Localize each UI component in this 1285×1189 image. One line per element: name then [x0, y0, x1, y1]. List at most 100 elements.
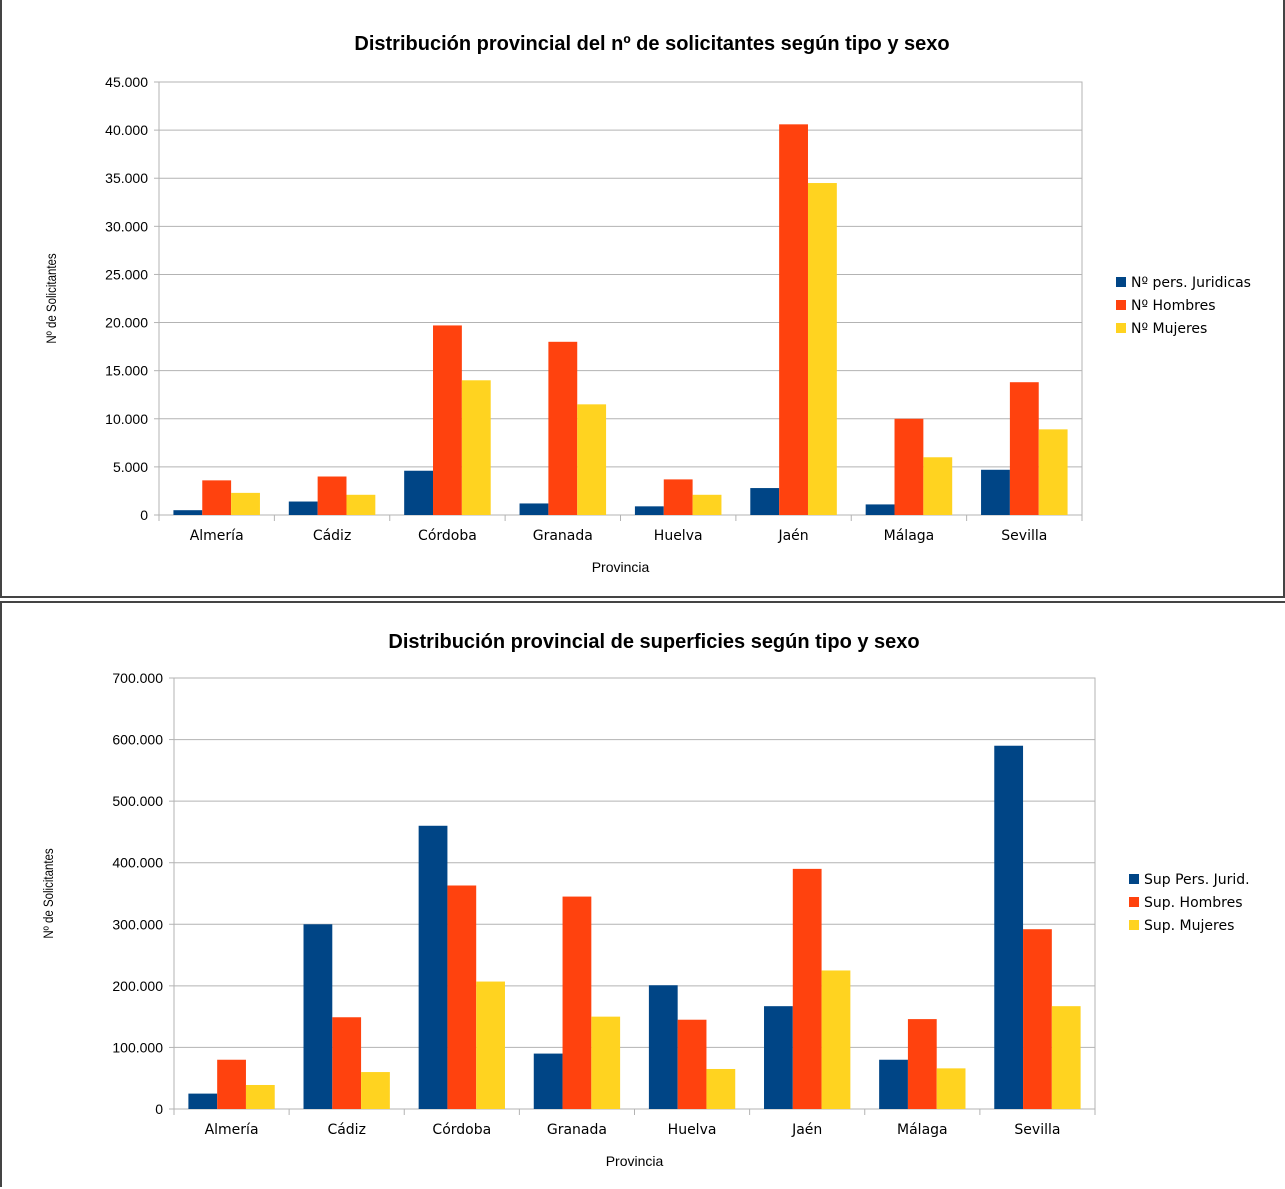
x-tick-label: Sevilla: [1001, 528, 1047, 544]
y-tick-label: 45.000: [105, 74, 148, 90]
x-tick-label: Almería: [190, 528, 244, 544]
bar: [577, 404, 607, 515]
bar: [418, 825, 448, 1109]
x-tick-label: Granada: [533, 528, 593, 544]
y-tick-label: 40.000: [105, 122, 148, 138]
bar: [303, 924, 333, 1109]
bar: [591, 1016, 621, 1109]
bar: [332, 1017, 362, 1109]
bar: [317, 476, 347, 515]
x-tick-label: Jaén: [777, 528, 808, 544]
y-tick-label: 0: [140, 507, 148, 523]
legend-swatch: [1129, 897, 1139, 907]
bar: [648, 985, 678, 1109]
y-tick-label: 10.000: [105, 411, 148, 427]
bar: [217, 1059, 246, 1109]
bar: [245, 1084, 275, 1109]
bar: [548, 341, 578, 515]
bar: [879, 1059, 908, 1109]
x-tick-label: Málaga: [897, 1122, 948, 1138]
x-tick-label: Granada: [547, 1122, 607, 1138]
bar: [907, 1019, 937, 1109]
y-axis-label: Nº de Solicitantes: [40, 848, 56, 938]
bar: [346, 494, 376, 515]
y-tick-label: 700.000: [112, 670, 163, 686]
bar: [361, 1072, 390, 1109]
x-tick-label: Huelva: [668, 1122, 717, 1138]
bar: [677, 1019, 707, 1109]
x-tick-label: Almería: [205, 1122, 259, 1138]
chart-superficies: Distribución provincial de superficies s…: [40, 631, 1250, 1169]
legend-swatch: [1129, 920, 1139, 930]
bar: [663, 479, 693, 515]
x-tick-label: Huelva: [654, 528, 703, 544]
bar: [936, 1068, 966, 1109]
bar: [865, 504, 895, 515]
bar: [894, 418, 924, 515]
legend-swatch: [1116, 323, 1126, 333]
y-tick-label: 30.000: [105, 218, 148, 234]
legend-label: Sup. Hombres: [1144, 895, 1243, 911]
bar: [1009, 382, 1039, 515]
x-tick-label: Cádiz: [313, 528, 351, 544]
legend-label: Nº pers. Juridicas: [1131, 275, 1251, 291]
y-tick-label: 100.000: [112, 1039, 163, 1055]
bar: [433, 325, 462, 515]
chart-panel-superficies: Distribución provincial de superficies s…: [0, 601, 1285, 1187]
x-tick-label: Córdoba: [418, 528, 477, 544]
x-tick-label: Cádiz: [327, 1122, 365, 1138]
y-tick-label: 5.000: [113, 459, 148, 475]
y-tick-label: 400.000: [112, 855, 163, 871]
y-axis-label: Nº de Solicitantes: [43, 253, 59, 343]
legend-label: Sup Pers. Jurid.: [1144, 872, 1250, 888]
x-axis-label: Provincia: [592, 559, 650, 575]
chart-panel-solicitantes: Distribución provincial del nº de solici…: [0, 0, 1285, 598]
bar: [173, 510, 203, 515]
bar: [981, 469, 1010, 515]
bar: [792, 868, 822, 1109]
y-tick-label: 35.000: [105, 170, 148, 186]
bar: [807, 183, 837, 516]
chart-solicitantes: Distribución provincial del nº de solici…: [43, 33, 1251, 575]
bar: [288, 501, 318, 515]
x-axis-label: Provincia: [606, 1153, 664, 1169]
bar: [1038, 429, 1068, 515]
legend-label: Sup. Mujeres: [1144, 918, 1234, 934]
y-tick-label: 300.000: [112, 916, 163, 932]
legend-swatch: [1116, 300, 1126, 310]
bar: [404, 470, 434, 515]
y-tick-label: 15.000: [105, 363, 148, 379]
bar: [447, 885, 477, 1109]
bar: [562, 896, 592, 1109]
bar: [994, 745, 1024, 1109]
y-tick-label: 0: [155, 1101, 163, 1117]
bar: [750, 488, 780, 515]
bar: [692, 494, 722, 515]
bar: [188, 1093, 218, 1109]
chart-title: Distribución provincial de superficies s…: [388, 631, 919, 653]
bar: [821, 970, 851, 1109]
y-tick-label: 500.000: [112, 793, 163, 809]
bar: [923, 457, 953, 515]
legend-swatch: [1116, 277, 1126, 287]
legend-swatch: [1129, 874, 1139, 884]
bar: [519, 503, 549, 515]
x-tick-label: Sevilla: [1014, 1122, 1060, 1138]
chart-title: Distribución provincial del nº de solici…: [354, 33, 949, 55]
bar: [533, 1053, 563, 1109]
x-tick-label: Málaga: [884, 528, 935, 544]
x-tick-label: Córdoba: [432, 1122, 491, 1138]
y-tick-label: 600.000: [112, 732, 163, 748]
y-tick-label: 20.000: [105, 315, 148, 331]
bar: [779, 124, 808, 516]
plot-area: [158, 81, 1083, 516]
bar: [634, 506, 664, 515]
legend-label: Nº Hombres: [1131, 298, 1216, 314]
bar: [202, 480, 232, 515]
legend-label: Nº Mujeres: [1131, 321, 1207, 337]
y-tick-label: 25.000: [105, 266, 148, 282]
bar: [1023, 929, 1052, 1109]
bar: [476, 981, 505, 1109]
bar: [231, 492, 260, 515]
y-tick-label: 200.000: [112, 978, 163, 994]
